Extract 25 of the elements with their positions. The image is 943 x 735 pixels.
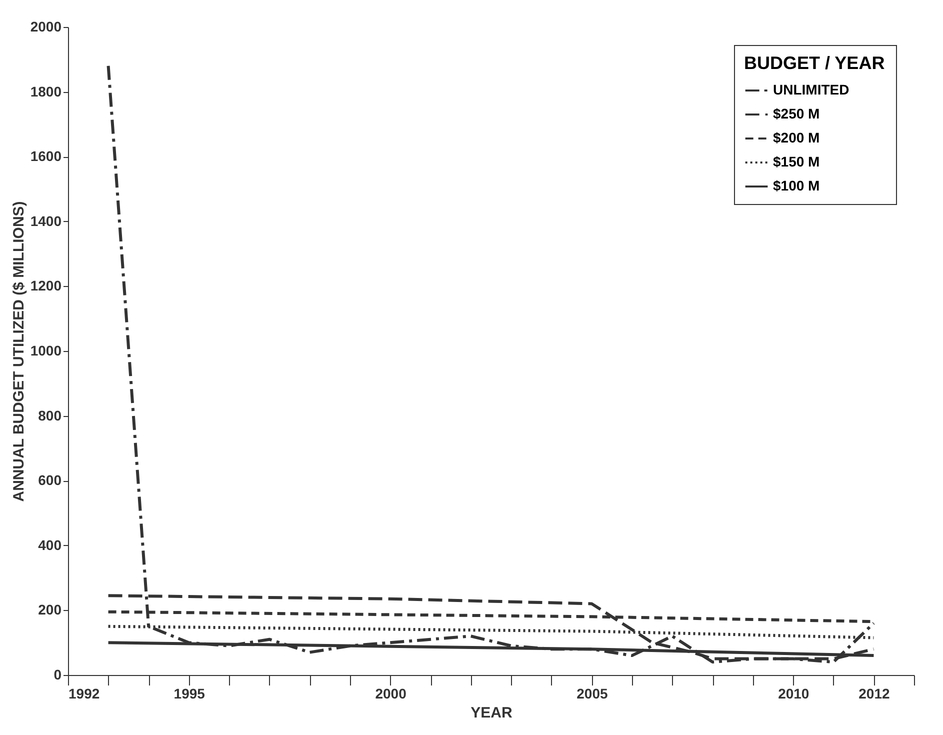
y-tick-label: 1800: [30, 83, 62, 100]
y-tick-label: 1000: [30, 342, 62, 358]
legend-label: UNLIMITED: [773, 82, 850, 98]
y-tick-label: 600: [38, 472, 62, 488]
y-axis-title: ANNUAL BUDGET UTILIZED ($ MILLIONS): [10, 201, 28, 502]
y-tick-label: 2000: [30, 18, 62, 34]
y-tick-label: 200: [38, 602, 62, 618]
legend-label: $250 M: [773, 106, 820, 122]
legend-title: BUDGET / YEAR: [744, 53, 885, 73]
legend-label: $200 M: [773, 130, 820, 146]
legend-label: $150 M: [773, 154, 820, 170]
y-tick-label: 1200: [30, 278, 62, 294]
x-axis-title: YEAR: [470, 704, 512, 722]
y-tick-label: 1400: [30, 212, 62, 229]
x-tick-label: 1992: [68, 686, 100, 702]
y-tick-label: 400: [38, 536, 62, 553]
x-tick-label: 2012: [858, 686, 890, 702]
x-tick-label: 2000: [375, 686, 407, 702]
legend-label: $100 M: [773, 178, 820, 194]
y-tick-label: 800: [38, 407, 62, 424]
y-tick-label: 0: [54, 666, 62, 682]
x-tick-label: 1995: [174, 686, 206, 702]
x-tick-label: 2005: [576, 686, 608, 702]
x-tick-label: 2010: [778, 686, 810, 702]
y-tick-label: 1600: [30, 148, 62, 164]
